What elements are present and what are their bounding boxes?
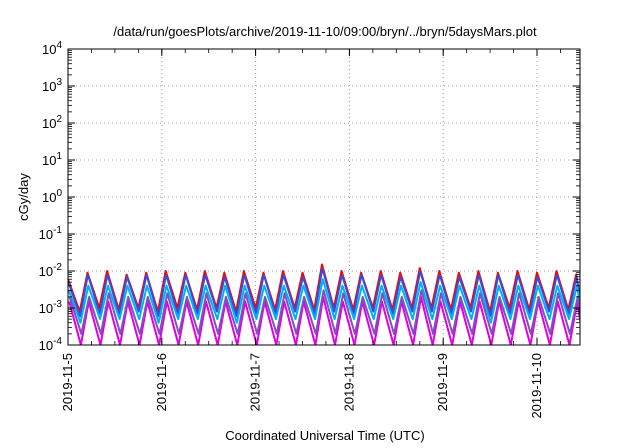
- chart-title: /data/run/goesPlots/archive/2019-11-10/0…: [113, 24, 537, 39]
- y-tick-label: 10-2: [39, 262, 63, 279]
- y-tick-label: 101: [42, 151, 62, 168]
- x-tick-label: 2019-11-5: [60, 353, 75, 411]
- x-tick-label: 2019-11-8: [341, 353, 356, 411]
- x-tick-label: 2019-11-9: [435, 353, 450, 411]
- x-axis-title: Coordinated Universal Time (UTC): [225, 428, 424, 443]
- y-tick-label: 104: [42, 40, 62, 57]
- y-tick-label: 102: [42, 114, 62, 131]
- y-axis-title: cGy/day: [16, 173, 31, 221]
- y-tick-labels: 10-4 10-3 10-2 10-1 100 101 102 103 104: [39, 40, 63, 353]
- y-tick-label: 103: [42, 77, 62, 94]
- y-tick-label: 100: [42, 188, 62, 205]
- series-line: [68, 278, 580, 324]
- x-tick-label: 2019-11-10: [529, 353, 544, 419]
- y-tick-label: 10-3: [39, 299, 63, 316]
- tick-layer: [67, 48, 580, 346]
- series-layer: [68, 263, 580, 345]
- y-tick-label: 10-4: [39, 336, 63, 353]
- series-line: [68, 289, 580, 335]
- y-tick-label: 10-1: [39, 225, 63, 242]
- x-tick-labels: 2019-11-5 2019-11-6 2019-11-7 2019-11-8 2019…: [60, 353, 544, 419]
- x-tick-label: 2019-11-6: [154, 353, 169, 411]
- series-line: [68, 267, 580, 318]
- x-tick-label: 2019-11-7: [248, 353, 263, 411]
- series-line: [68, 295, 580, 345]
